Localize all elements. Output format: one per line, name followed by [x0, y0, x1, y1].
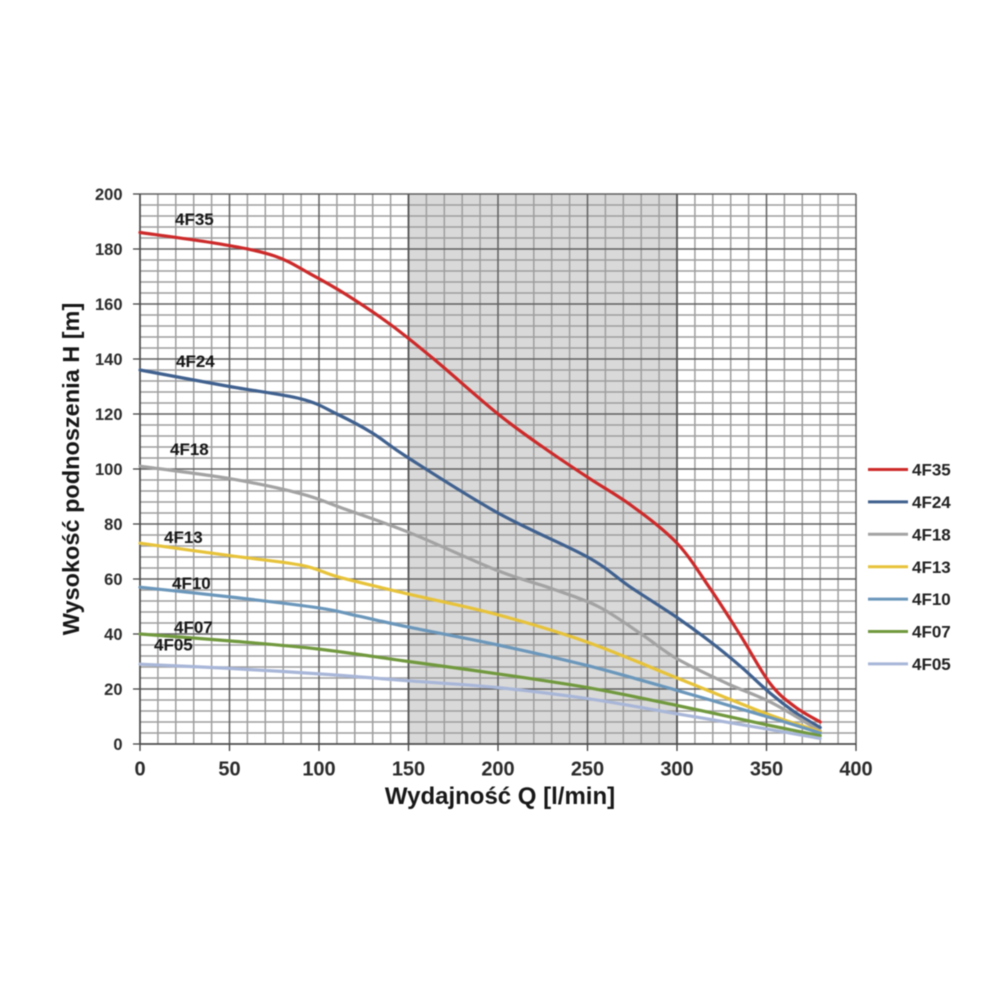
svg-text:0: 0 — [134, 759, 145, 781]
svg-text:250: 250 — [571, 759, 604, 781]
svg-text:Wydajność Q [l/min]: Wydajność Q [l/min] — [385, 783, 615, 810]
svg-text:160: 160 — [95, 296, 123, 314]
svg-text:4F13: 4F13 — [164, 528, 203, 547]
svg-text:120: 120 — [95, 406, 123, 424]
svg-text:4F13: 4F13 — [912, 558, 951, 577]
svg-text:50: 50 — [218, 759, 240, 781]
svg-text:4F35: 4F35 — [912, 461, 951, 480]
svg-text:300: 300 — [660, 759, 693, 781]
svg-text:100: 100 — [302, 759, 335, 781]
svg-text:0: 0 — [113, 736, 122, 754]
svg-text:60: 60 — [104, 571, 122, 589]
svg-text:4F05: 4F05 — [912, 655, 951, 674]
svg-text:4F35: 4F35 — [175, 210, 214, 229]
svg-text:20: 20 — [104, 681, 122, 699]
svg-text:4F10: 4F10 — [172, 574, 211, 593]
svg-text:140: 140 — [95, 351, 123, 369]
svg-text:4F24: 4F24 — [176, 352, 215, 371]
svg-text:400: 400 — [839, 759, 872, 781]
svg-text:4F07: 4F07 — [912, 623, 951, 642]
svg-text:80: 80 — [104, 516, 122, 534]
svg-text:4F24: 4F24 — [912, 493, 951, 512]
svg-text:4F10: 4F10 — [912, 590, 951, 609]
svg-text:Wysokość podnoszenia H [m]: Wysokość podnoszenia H [m] — [58, 303, 84, 636]
svg-text:100: 100 — [95, 461, 123, 479]
svg-text:200: 200 — [95, 186, 123, 204]
svg-text:4F07: 4F07 — [174, 618, 213, 637]
svg-text:200: 200 — [481, 759, 514, 781]
svg-text:150: 150 — [392, 759, 425, 781]
svg-text:4F18: 4F18 — [912, 525, 951, 544]
svg-text:180: 180 — [95, 241, 123, 259]
svg-text:4F05: 4F05 — [154, 636, 193, 655]
svg-text:40: 40 — [104, 626, 122, 644]
svg-text:350: 350 — [750, 759, 783, 781]
svg-text:4F18: 4F18 — [170, 440, 209, 459]
